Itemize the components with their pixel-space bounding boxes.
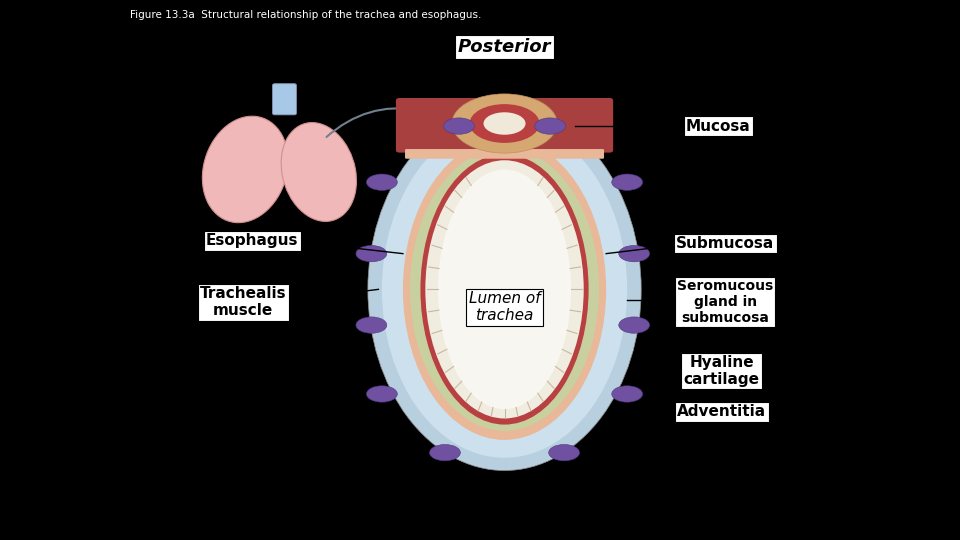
FancyBboxPatch shape xyxy=(405,149,604,159)
Text: Posterior: Posterior xyxy=(458,38,551,56)
Text: Trachealis
muscle: Trachealis muscle xyxy=(200,286,286,318)
Ellipse shape xyxy=(438,170,571,409)
Text: Seromucous
gland in
submucosa: Seromucous gland in submucosa xyxy=(677,279,774,325)
Text: Hyaline
cartilage: Hyaline cartilage xyxy=(684,355,759,387)
Ellipse shape xyxy=(420,154,588,424)
Ellipse shape xyxy=(425,160,584,418)
Ellipse shape xyxy=(452,94,557,153)
Ellipse shape xyxy=(203,116,288,222)
Ellipse shape xyxy=(619,317,650,333)
Ellipse shape xyxy=(356,246,387,262)
Ellipse shape xyxy=(356,317,387,333)
Ellipse shape xyxy=(403,139,606,440)
Text: Figure 13.3a  Structural relationship of the trachea and esophagus.: Figure 13.3a Structural relationship of … xyxy=(130,10,481,20)
Ellipse shape xyxy=(281,123,356,221)
Ellipse shape xyxy=(367,386,397,402)
Ellipse shape xyxy=(612,174,642,191)
Text: Lumen of
trachea: Lumen of trachea xyxy=(468,291,540,323)
Ellipse shape xyxy=(410,148,599,431)
Ellipse shape xyxy=(535,118,565,134)
Ellipse shape xyxy=(612,386,642,402)
Text: Esophagus: Esophagus xyxy=(206,233,299,248)
Text: Mucosa: Mucosa xyxy=(685,119,751,133)
Ellipse shape xyxy=(382,121,627,458)
Ellipse shape xyxy=(619,246,650,262)
FancyBboxPatch shape xyxy=(396,98,613,153)
Text: (a): (a) xyxy=(238,485,267,504)
Ellipse shape xyxy=(444,118,474,134)
Ellipse shape xyxy=(549,444,580,461)
Ellipse shape xyxy=(368,108,641,470)
Text: Submucosa: Submucosa xyxy=(676,236,775,251)
Ellipse shape xyxy=(367,174,397,191)
Ellipse shape xyxy=(429,444,461,461)
Text: Anterior: Anterior xyxy=(468,492,540,510)
FancyBboxPatch shape xyxy=(273,84,297,115)
Ellipse shape xyxy=(469,104,540,143)
Ellipse shape xyxy=(484,112,525,135)
Text: Adventitia: Adventitia xyxy=(677,404,766,420)
